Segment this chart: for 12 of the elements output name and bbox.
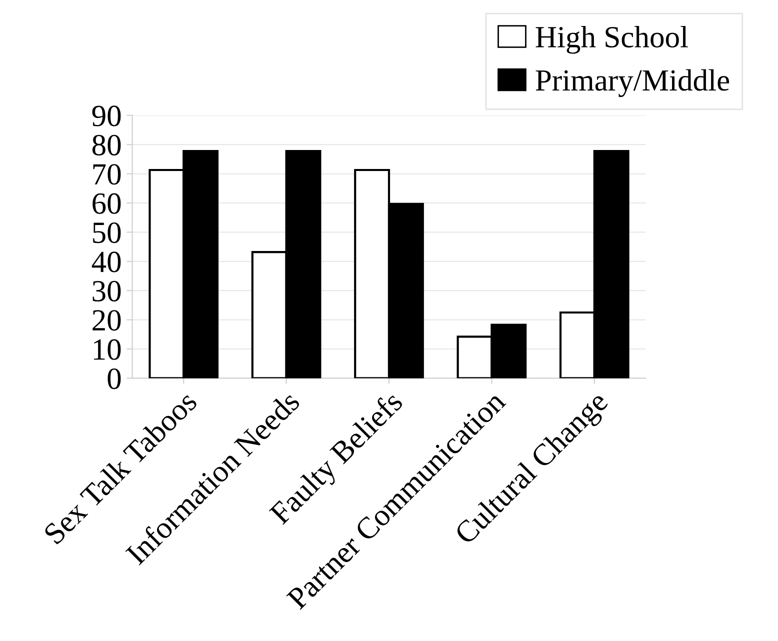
y-tick-label: 60 (92, 193, 121, 214)
y-tick-label: 90 (92, 106, 121, 126)
y-tick-label: 10 (94, 339, 121, 360)
y-tick-label: 40 (92, 252, 121, 272)
y-tick-label: 20 (92, 310, 121, 331)
legend-label: High School (536, 26, 688, 54)
y-tick-label: 30 (92, 280, 121, 302)
y-tick-label: 80 (92, 134, 121, 156)
y-tick-label: 70 (93, 164, 121, 185)
y-tick-label: 50 (93, 222, 121, 244)
y-tick-label: 0 (108, 368, 121, 390)
legend-label: Primary/Middle (536, 69, 730, 98)
